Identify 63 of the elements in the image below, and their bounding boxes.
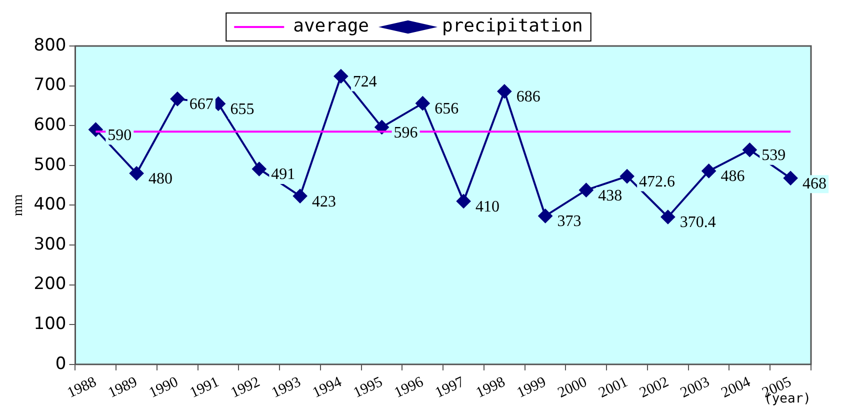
x-tick-label: 1996 [392,374,426,402]
point [579,183,594,198]
point [702,164,716,178]
point [660,210,675,224]
point [784,171,798,186]
data-label: 596 [394,124,418,142]
x-tick-label: 1995 [351,374,386,402]
x-tick-label: 1994 [310,374,345,402]
x-tick-label: 1992 [228,374,263,402]
point [742,142,757,157]
legend-label: precipitation [442,16,583,37]
data-label: 590 [108,126,132,144]
y-tick-label: 100 [34,314,66,334]
x-tick-label: 2002 [637,374,672,402]
point [497,84,512,98]
x-tick-label: 1991 [188,374,222,402]
data-label: 472.6 [639,174,676,191]
point [416,96,430,110]
y-tick-label: 200 [34,274,66,294]
data-label: 656 [434,100,459,118]
point [456,194,471,208]
point [620,169,634,184]
data-label: 370.4 [680,214,716,232]
point [334,69,348,84]
point [374,120,389,134]
y-tick-label: 500 [34,154,66,175]
x-tick-label: 1990 [146,374,181,402]
x-tick-label: 2001 [596,374,630,402]
data-label: 667 [189,96,214,114]
data-label: 373 [557,213,582,230]
data-label: 486 [720,168,745,186]
data-label: 655 [230,100,254,118]
x-tick-label: 1988 [65,374,100,402]
data-label: 480 [148,170,173,188]
point [252,162,266,176]
data-label: 423 [312,193,336,210]
y-tick-label: 400 [34,194,66,215]
x-tick-label: 2003 [678,374,712,402]
x-tick-label: 2000 [556,374,590,402]
y-tick-label: 600 [34,115,66,136]
x-tick-label: 1998 [474,374,508,402]
data-label: 410 [476,198,500,216]
x-tick-label: 1997 [432,374,468,402]
y-tick-label: 300 [34,234,66,254]
x-tick-label: 1999 [514,374,549,402]
data-label: 438 [598,187,622,204]
point [130,166,144,180]
point [170,92,184,106]
data-label: 468 [802,175,827,192]
data-label: 724 [352,73,377,90]
x-tick-label: 1993 [269,374,304,402]
legend-label: average [293,16,369,37]
point [538,208,552,223]
x-tick-label: 2004 [719,374,754,402]
y-tick-label: 800 [34,35,66,56]
data-label: 686 [516,88,540,106]
y-axis-title: mm [11,194,26,216]
data-label: 539 [762,147,786,164]
y-tick-label: 700 [34,75,66,96]
point [293,189,308,204]
y-tick-label: 0 [55,354,66,374]
data-label: 491 [271,166,296,184]
x-tick-label: 1989 [106,374,140,402]
